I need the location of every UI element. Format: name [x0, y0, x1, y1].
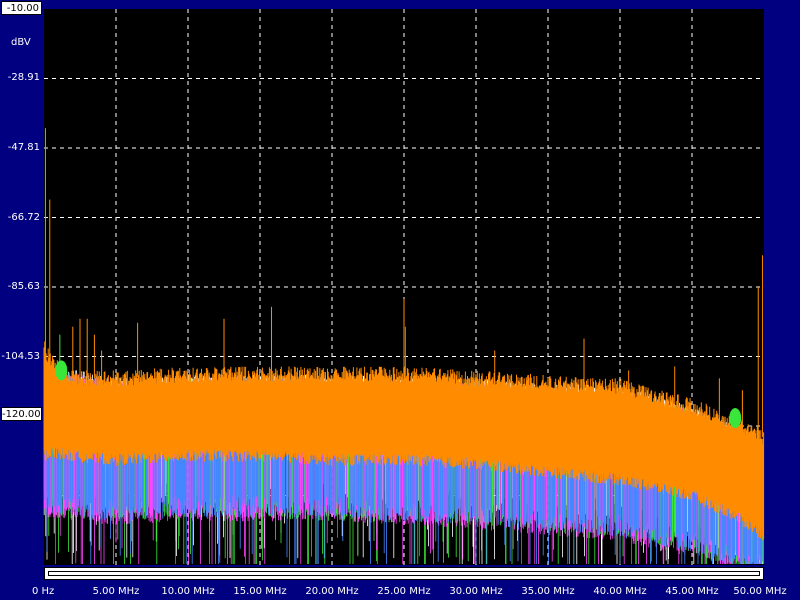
x-tick-label: 30.00 MHz — [449, 586, 503, 597]
x-tick-label: 0 Hz — [32, 586, 55, 597]
spectral-bump — [55, 360, 68, 381]
scrollbar-thumb[interactable] — [48, 571, 760, 576]
traces — [43, 128, 765, 564]
y-tick-label: -120.00 — [1, 407, 42, 421]
x-tick-label: 20.00 MHz — [305, 586, 359, 597]
y-tick-label: -66.72 — [1, 211, 42, 225]
y-tick-label: -28.91 — [1, 71, 42, 85]
x-tick-label: 10.00 MHz — [161, 586, 215, 597]
x-tick-label: 35.00 MHz — [521, 586, 575, 597]
frequency-scrollbar[interactable] — [44, 567, 764, 580]
y-tick-label: -104.53 — [1, 350, 42, 364]
series-path-core — [43, 341, 765, 541]
spectral-bump — [729, 408, 742, 429]
x-tick-label: 5.00 MHz — [92, 586, 140, 597]
y-tick-label: -85.63 — [1, 280, 42, 294]
x-tick-label: 15.00 MHz — [233, 586, 287, 597]
x-tick-label: 50.00 MHz — [733, 586, 787, 597]
unit-label: dBV — [11, 37, 31, 48]
x-tick-label: 25.00 MHz — [377, 586, 431, 597]
x-tick-label: 40.00 MHz — [593, 586, 647, 597]
y-tick-label: -47.81 — [1, 141, 42, 155]
x-tick-label: 45.00 MHz — [665, 586, 719, 597]
y-tick-label: -10.00 — [1, 1, 42, 15]
